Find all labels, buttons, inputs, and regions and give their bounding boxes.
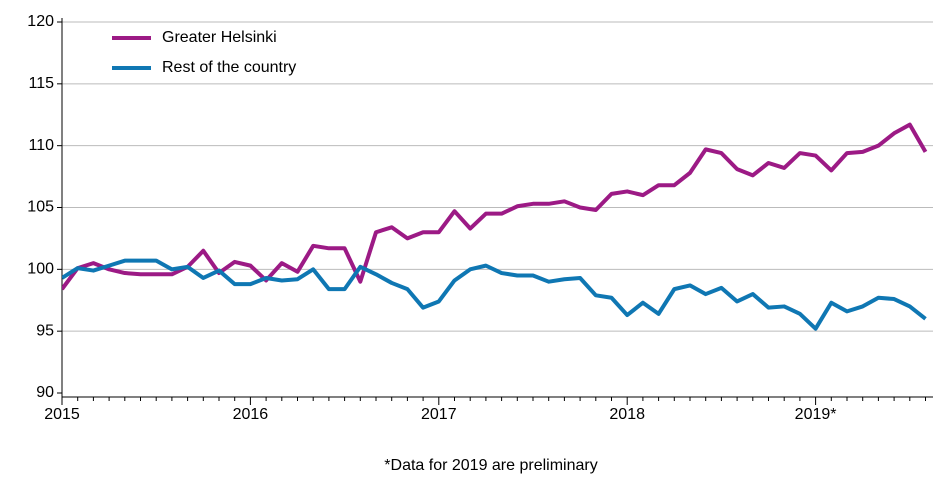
- y-tick-label: 110: [28, 137, 54, 154]
- y-tick-label: 95: [36, 322, 54, 339]
- legend-label: Greater Helsinki: [162, 29, 277, 46]
- x-tick-label: 2019*: [795, 406, 837, 423]
- y-tick-label: 120: [27, 13, 54, 30]
- series-line: [62, 122, 928, 291]
- y-tick-label: 100: [27, 261, 54, 278]
- legend-label: Rest of the country: [162, 59, 296, 76]
- x-tick-label: 2017: [421, 406, 457, 423]
- x-tick-label: 2016: [233, 406, 269, 423]
- x-tick-label: 2015: [44, 406, 80, 423]
- series-line: [62, 258, 927, 331]
- y-tick-label: 90: [36, 384, 54, 401]
- y-tick-label: 105: [27, 199, 54, 216]
- footnote: *Data for 2019 are preliminary: [384, 457, 597, 474]
- y-tick-label: 115: [28, 75, 54, 92]
- x-tick-label: 2018: [609, 406, 645, 423]
